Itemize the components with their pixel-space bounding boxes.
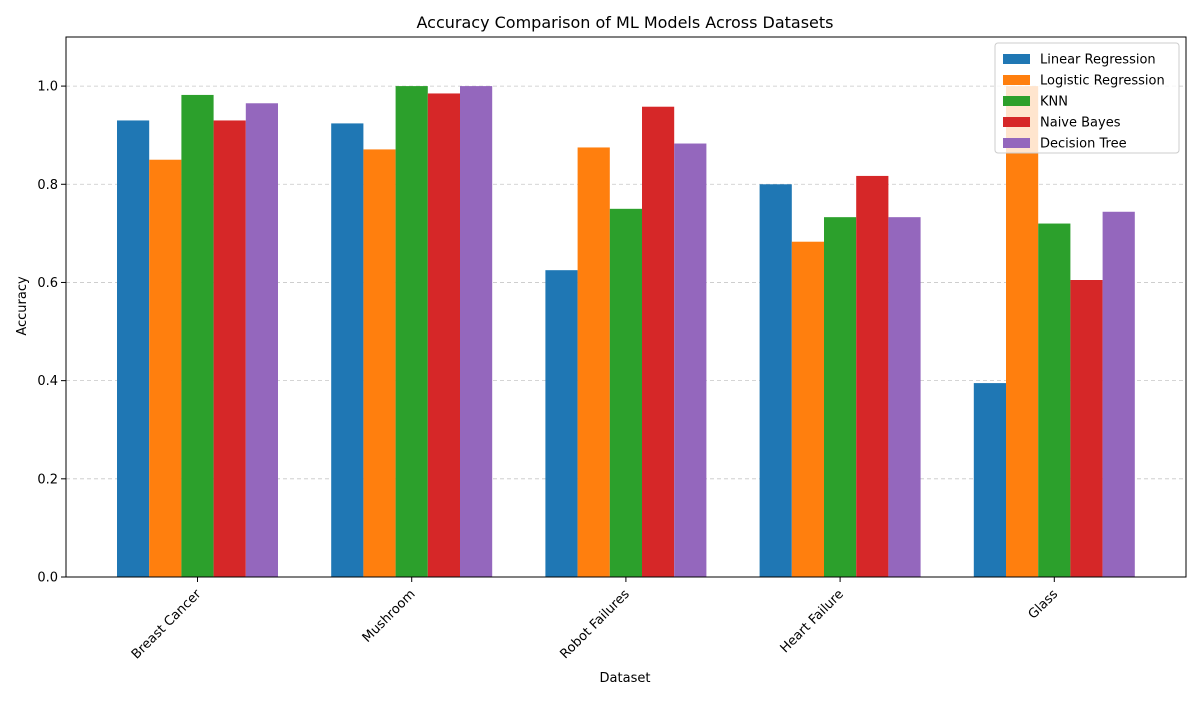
bar	[824, 217, 857, 577]
legend-label: Linear Regression	[1040, 53, 1156, 68]
bar	[117, 120, 150, 578]
legend-swatch	[1003, 138, 1030, 148]
bar	[1006, 86, 1039, 577]
legend-label: Naive Bayes	[1040, 116, 1121, 131]
bar	[642, 106, 675, 577]
legend-swatch	[1003, 54, 1030, 64]
y-axis-label: Accuracy	[15, 276, 30, 336]
bar	[1038, 223, 1071, 577]
legend-swatch	[1003, 96, 1030, 106]
x-axis-label: Dataset	[600, 671, 651, 686]
bar	[973, 383, 1006, 577]
bar	[213, 120, 246, 578]
bar	[1102, 211, 1135, 577]
bar	[577, 147, 610, 578]
bar	[245, 103, 278, 577]
y-tick-label: 0.0	[37, 571, 58, 586]
y-axis: 0.0 0.2 0.4 0.6 0.8 1.0	[37, 80, 66, 586]
bar	[545, 270, 578, 577]
legend-label: KNN	[1040, 95, 1068, 110]
legend-label: Logistic Regression	[1040, 74, 1165, 89]
bar	[460, 86, 493, 577]
bar-series	[117, 86, 1135, 578]
legend-label: Decision Tree	[1040, 137, 1127, 152]
bar	[759, 184, 792, 578]
bar	[149, 159, 182, 577]
legend-box	[994, 42, 1180, 154]
y-tick-label: 0.8	[37, 178, 58, 193]
bar	[791, 241, 824, 577]
y-tick-label: 0.4	[37, 374, 58, 389]
chart-title: Accuracy Comparison of ML Models Across …	[416, 13, 833, 32]
legend-swatch	[1003, 75, 1030, 85]
legend-swatch	[1003, 117, 1030, 127]
bar	[395, 86, 428, 577]
bar	[888, 217, 921, 577]
bar	[674, 143, 707, 577]
bar	[427, 93, 460, 578]
bar	[1070, 280, 1103, 577]
y-tick-label: 0.6	[37, 276, 58, 291]
bar	[363, 149, 396, 577]
legend: Linear Regression Logistic Regression KNN N…	[994, 42, 1180, 154]
bar	[609, 208, 642, 577]
y-tick-label: 0.2	[37, 472, 58, 487]
bar	[331, 123, 364, 578]
y-tick-label: 1.0	[37, 80, 58, 95]
bar	[856, 175, 889, 577]
bar	[181, 94, 214, 577]
